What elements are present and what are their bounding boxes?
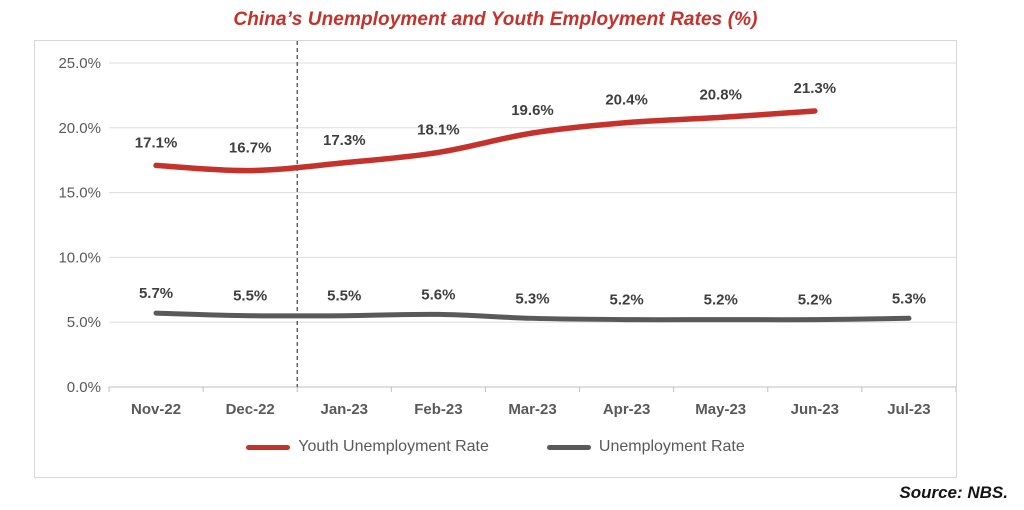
- data-label: 5.5%: [327, 288, 361, 305]
- y-tick-label: 15.0%: [58, 185, 101, 202]
- data-label: 21.3%: [794, 80, 837, 97]
- x-tick-label: Jun-23: [791, 401, 839, 418]
- chart-title: China’s Unemployment and Youth Employmen…: [233, 9, 758, 30]
- legend-label-youth-unemployment: Youth Unemployment Rate: [298, 438, 489, 455]
- x-tick-label: Jan-23: [321, 401, 369, 418]
- data-label: 5.3%: [515, 290, 549, 307]
- data-label: 5.2%: [798, 292, 832, 309]
- y-tick-label: 5.0%: [67, 314, 101, 331]
- series-line-1: [153, 310, 912, 323]
- x-tick-label: Feb-23: [414, 401, 462, 418]
- y-tick-label: 20.0%: [58, 120, 101, 137]
- legend-line-swatch-red: [246, 444, 291, 450]
- data-label: 18.1%: [417, 121, 460, 138]
- legend-item-youth-unemployment: Youth Unemployment Rate: [246, 438, 489, 456]
- source-note: Source: NBS.: [899, 483, 1008, 502]
- series-line-0: [153, 108, 818, 174]
- x-tick-label: Mar-23: [508, 401, 556, 418]
- data-label: 5.6%: [421, 286, 455, 303]
- data-label: 5.5%: [233, 288, 267, 305]
- data-label: 20.4%: [605, 92, 648, 109]
- y-tick-label: 25.0%: [58, 55, 101, 72]
- x-tick-label: May-23: [695, 401, 746, 418]
- y-tick-label: 10.0%: [58, 249, 101, 266]
- legend-label-unemployment: Unemployment Rate: [598, 438, 745, 455]
- plot-svg: 0.0% 5.0% 10.0% 15.0% 20.0% 25.0% Nov-22 Dec-22…: [58, 41, 956, 418]
- data-label: 17.3%: [323, 132, 366, 149]
- data-label: 5.3%: [892, 290, 926, 307]
- x-tick-label: Apr-23: [603, 401, 651, 418]
- data-label: 20.8%: [699, 86, 742, 103]
- x-tick-label: Nov-22: [131, 401, 181, 418]
- data-label: 19.6%: [511, 102, 554, 119]
- x-tick-label: Jul-23: [887, 401, 930, 418]
- data-label: 16.7%: [229, 140, 272, 157]
- data-label: 5.7%: [139, 285, 173, 302]
- y-tick-label: 0.0%: [67, 379, 101, 396]
- legend-item-unemployment: Unemployment Rate: [546, 438, 745, 456]
- data-label: 5.2%: [704, 292, 738, 309]
- chart-area: 0.0% 5.0% 10.0% 15.0% 20.0% 25.0% Nov-22 Dec-22…: [34, 40, 957, 478]
- data-label: 5.2%: [610, 292, 644, 309]
- legend-line-swatch-gray: [546, 444, 591, 450]
- x-tick-label: Dec-22: [226, 401, 275, 418]
- data-label: 17.1%: [135, 134, 178, 151]
- legend: Youth Unemployment Rate Unemployment Rat…: [35, 438, 956, 456]
